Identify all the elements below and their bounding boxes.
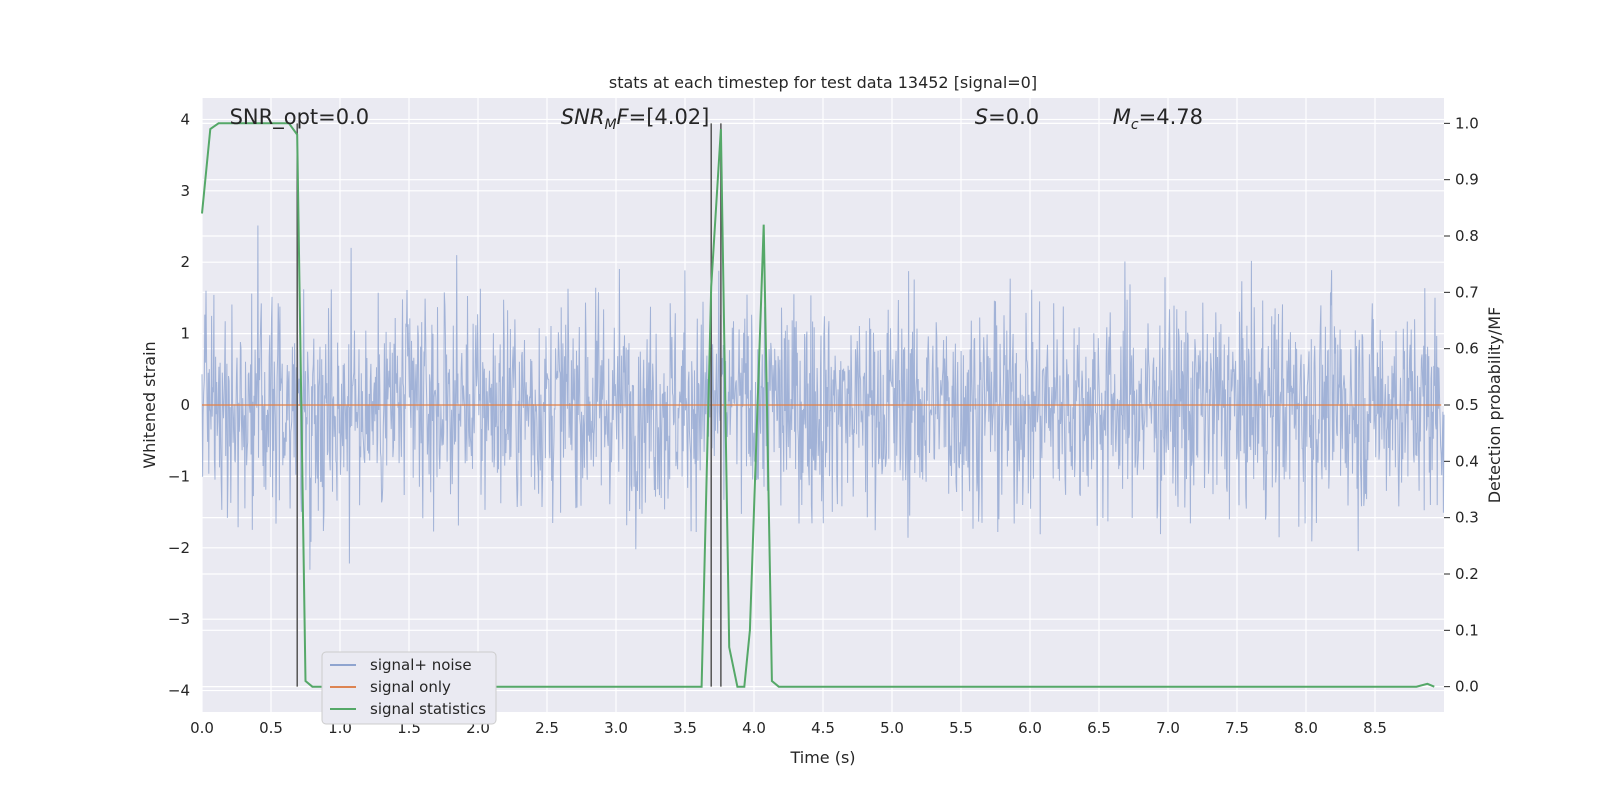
x-tick-label: 8.5: [1363, 719, 1387, 737]
x-tick-label: 6.0: [1018, 719, 1042, 737]
annotation-3: Mc=4.78: [1113, 105, 1203, 133]
noise-series: [201, 225, 1445, 570]
y-tick-label: 3: [180, 182, 190, 200]
y-tick-label: 0: [180, 396, 190, 414]
y2-tick-label: 0.8: [1455, 227, 1479, 245]
legend-label-signal-noise: signal+ noise: [370, 656, 472, 674]
y2-tick-label: 0.5: [1455, 396, 1479, 414]
x-tick-label: 5.5: [949, 719, 973, 737]
x-tick-label: 4.0: [742, 719, 766, 737]
y2-tick-label: 0.2: [1455, 565, 1479, 583]
y-tick-label: −3: [168, 610, 190, 628]
y-axis-ticks: 4 3 2 1 0 −1 −2 −3 −4: [168, 110, 190, 699]
annotation-2: S=0.0: [975, 105, 1039, 129]
x-axis-label: Time (s): [789, 748, 855, 767]
annotation-0: SNR_opt=0.0: [230, 105, 370, 130]
y-tick-label: −2: [168, 539, 190, 557]
y2-tick-label: 0.3: [1455, 509, 1479, 527]
y2-tick-label: 0.9: [1455, 171, 1479, 189]
legend-label-signal-statistics: signal statistics: [370, 700, 486, 718]
x-tick-label: 7.0: [1156, 719, 1180, 737]
y-axis-label: Whitened strain: [140, 341, 159, 468]
x-tick-label: 5.0: [880, 719, 904, 737]
y-tick-label: 4: [180, 110, 190, 128]
legend: signal+ noise signal only signal statist…: [321, 651, 497, 725]
annotation-1: SNRMF=[4.02]: [561, 105, 710, 133]
y2-tick-label: 0.7: [1455, 283, 1479, 301]
y2-axis-label: Detection probability/MF: [1485, 307, 1504, 504]
x-tick-label: 3.0: [604, 719, 628, 737]
legend-label-signal-only: signal only: [370, 678, 451, 696]
x-axis-ticks: 0.0 0.5 1.0 1.5 2.0 2.5 3.0 3.5 4.0 4.5 5.0 5.5 6.0 6…: [190, 719, 1387, 737]
y2-tick-label: 0.1: [1455, 621, 1479, 639]
annotations: SNR_opt=0.0 SNRMF=[4.02] S=0.0 Mc=4.78: [230, 105, 1203, 133]
x-tick-label: 6.5: [1087, 719, 1111, 737]
chart-title: stats at each timestep for test data 134…: [609, 73, 1037, 92]
y-tick-label: −4: [168, 682, 190, 700]
x-tick-label: 0.0: [190, 719, 214, 737]
y2-tick-label: 0.6: [1455, 340, 1479, 358]
line-series: [201, 122, 1442, 688]
x-tick-label: 7.5: [1225, 719, 1249, 737]
x-tick-label: 4.5: [811, 719, 835, 737]
y-tick-label: −1: [168, 467, 190, 485]
y2-tick-label: 1.0: [1455, 114, 1479, 132]
signal-noise-line: [201, 225, 1445, 570]
legend-box: [321, 651, 497, 725]
x-tick-label: 0.5: [259, 719, 283, 737]
x-tick-label: 8.0: [1294, 719, 1318, 737]
x-tick-label: 3.5: [673, 719, 697, 737]
x-tick-label: 2.5: [535, 719, 559, 737]
y-tick-label: 2: [180, 253, 190, 271]
y2-tick-label: 0.0: [1455, 678, 1479, 696]
signal-statistics-line: [201, 122, 1435, 688]
y2-axis-ticks: 1.0 0.9 0.8 0.7 0.6 0.5 0.4 0.3 0.2 0.1 0.0: [1444, 114, 1479, 696]
y-tick-label: 1: [180, 325, 190, 343]
y2-tick-label: 0.4: [1455, 452, 1479, 470]
